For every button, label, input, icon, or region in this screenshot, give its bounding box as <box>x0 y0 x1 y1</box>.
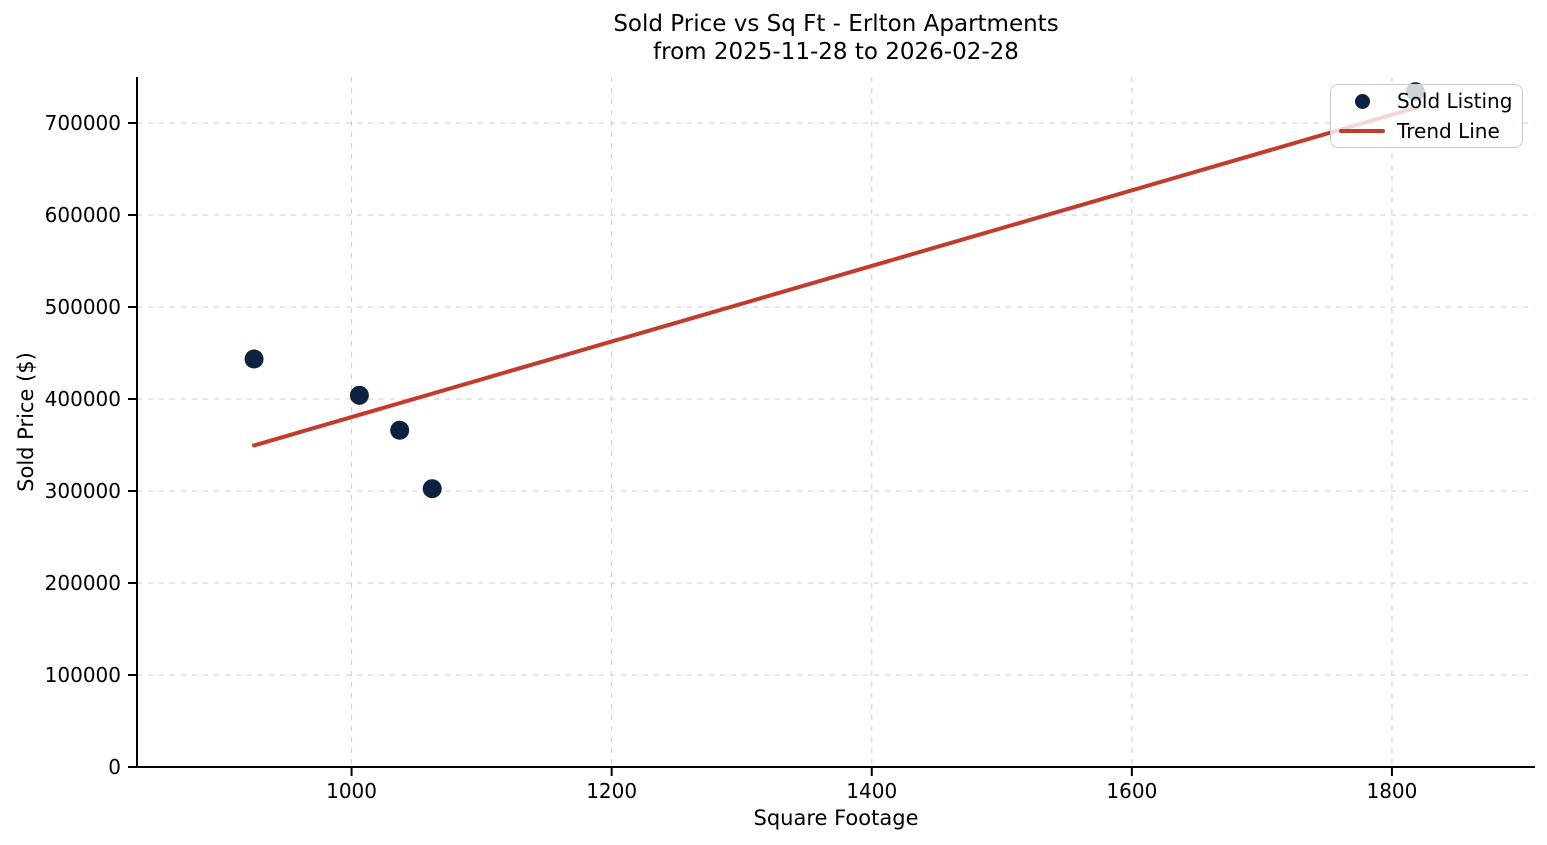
scatter-point <box>349 385 369 405</box>
x-tick-label: 1600 <box>1106 779 1157 803</box>
y-tick-label: 300000 <box>45 479 121 503</box>
y-tick-label: 400000 <box>45 387 121 411</box>
scatter-marker-icon <box>1354 93 1370 109</box>
x-axis-label: Square Footage <box>753 806 919 830</box>
y-tick-label: 500000 <box>45 295 121 319</box>
x-tick-label: 1000 <box>326 779 377 803</box>
x-tick-label: 1800 <box>1366 779 1417 803</box>
legend-label: Sold Listing <box>1397 89 1513 114</box>
scatter-point <box>422 479 442 499</box>
chart-title-line2: from 2025-11-28 to 2026-02-28 <box>653 39 1019 65</box>
trend-line <box>252 105 1418 448</box>
y-axis-label: Sold Price ($) <box>14 352 38 492</box>
y-tick-label: 100000 <box>45 663 121 687</box>
chart-title-line1: Sold Price vs Sq Ft - Erlton Apartments <box>613 11 1059 37</box>
chart-title: Sold Price vs Sq Ft - Erlton Apartments … <box>137 10 1535 66</box>
scatter-point <box>244 349 264 369</box>
trend-line-marker-icon <box>1339 128 1385 133</box>
y-tick-label: 200000 <box>45 571 121 595</box>
legend: Sold Listing Trend Line <box>1330 84 1523 148</box>
y-tick-label: 0 <box>108 755 121 779</box>
legend-item-trend-line: Trend Line <box>1337 118 1522 144</box>
scatter-point <box>390 420 410 440</box>
legend-label: Trend Line <box>1397 118 1500 143</box>
legend-item-sold-listing: Sold Listing <box>1337 88 1522 114</box>
y-tick-label: 600000 <box>45 203 121 227</box>
x-tick-label: 1200 <box>586 779 637 803</box>
y-tick-label: 700000 <box>45 111 121 135</box>
x-tick-label: 1400 <box>846 779 897 803</box>
